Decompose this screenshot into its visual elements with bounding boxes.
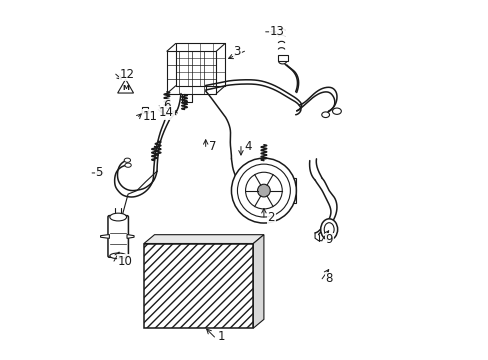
Bar [163, 107, 169, 112]
Polygon shape [143, 235, 264, 243]
Text: 7: 7 [209, 140, 216, 153]
Text: 9: 9 [325, 234, 332, 247]
Ellipse shape [320, 219, 337, 240]
Text: 13: 13 [269, 25, 284, 38]
Ellipse shape [110, 253, 126, 259]
Text: 4: 4 [244, 140, 251, 153]
Text: 10: 10 [117, 255, 132, 267]
Bar [142, 107, 147, 113]
Circle shape [245, 172, 282, 209]
Ellipse shape [124, 163, 131, 167]
Text: 8: 8 [325, 272, 332, 285]
Ellipse shape [324, 223, 333, 236]
Text: 1: 1 [218, 330, 225, 343]
Ellipse shape [332, 108, 341, 114]
Text: 2: 2 [267, 211, 274, 224]
Polygon shape [288, 178, 296, 203]
Ellipse shape [321, 112, 329, 118]
Circle shape [231, 158, 296, 223]
Bar [164, 111, 169, 114]
Text: 14: 14 [159, 107, 174, 120]
Polygon shape [118, 79, 133, 93]
Text: 5: 5 [96, 166, 103, 179]
Ellipse shape [110, 213, 126, 221]
Text: M: M [122, 85, 129, 91]
Ellipse shape [278, 59, 286, 64]
Text: 3: 3 [233, 45, 241, 58]
Text: 12: 12 [119, 68, 134, 81]
FancyBboxPatch shape [108, 216, 128, 257]
Polygon shape [253, 235, 264, 328]
Circle shape [237, 164, 290, 217]
Polygon shape [143, 243, 253, 328]
Text: 6: 6 [163, 99, 170, 112]
Circle shape [257, 184, 270, 197]
Polygon shape [101, 234, 109, 238]
Text: 11: 11 [142, 110, 157, 123]
Polygon shape [127, 234, 134, 238]
Bar [278, 55, 287, 61]
Ellipse shape [124, 158, 130, 162]
